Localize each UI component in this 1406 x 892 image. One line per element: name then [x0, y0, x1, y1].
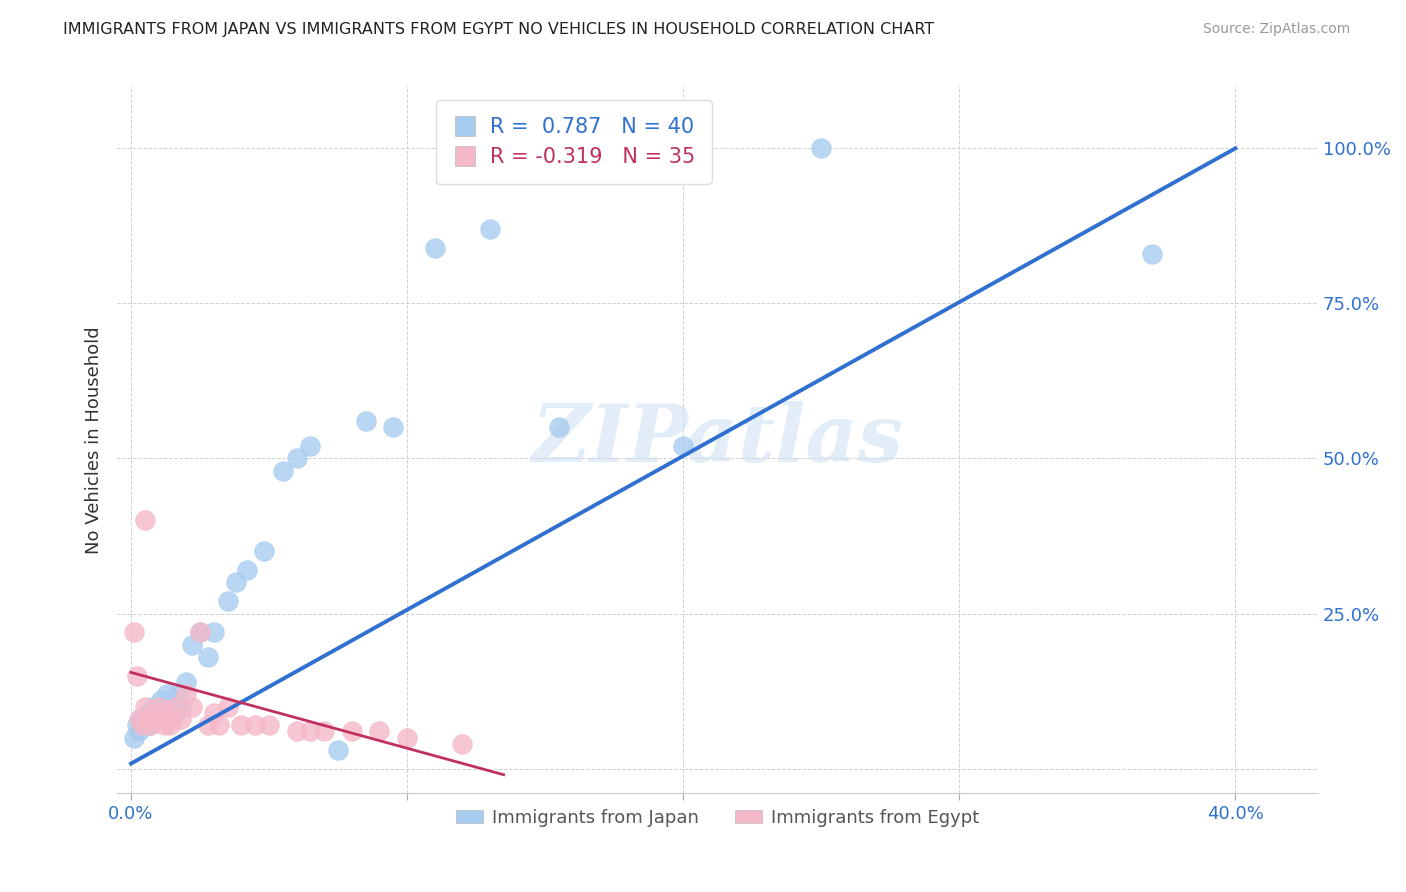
Point: [153, 712, 176, 726]
Point: [128, 712, 150, 726]
Point: [142, 699, 165, 714]
Point: [134, 513, 156, 527]
Point: [139, 718, 162, 732]
Point: [131, 718, 153, 732]
Point: [208, 718, 231, 732]
Point: [180, 638, 202, 652]
Point: [156, 706, 179, 720]
Point: [125, 668, 148, 682]
Point: [354, 414, 377, 428]
Point: [314, 724, 336, 739]
Point: [548, 420, 571, 434]
Point: [252, 544, 274, 558]
Point: [197, 649, 219, 664]
Point: [1142, 247, 1164, 261]
Point: [156, 687, 179, 701]
Point: [340, 724, 363, 739]
Point: [188, 625, 211, 640]
Point: [236, 563, 259, 577]
Point: [197, 718, 219, 732]
Point: [139, 718, 162, 732]
Point: [285, 451, 308, 466]
Point: [225, 575, 247, 590]
Point: [136, 706, 159, 720]
Y-axis label: No Vehicles in Household: No Vehicles in Household: [86, 326, 103, 554]
Text: IMMIGRANTS FROM JAPAN VS IMMIGRANTS FROM EGYPT NO VEHICLES IN HOUSEHOLD CORRELAT: IMMIGRANTS FROM JAPAN VS IMMIGRANTS FROM…: [63, 22, 935, 37]
Point: [326, 743, 349, 757]
Point: [145, 712, 167, 726]
Point: [396, 731, 419, 745]
Point: [122, 625, 145, 640]
Point: [122, 731, 145, 745]
Point: [170, 712, 193, 726]
Point: [162, 699, 184, 714]
Point: [202, 706, 225, 720]
Point: [382, 420, 405, 434]
Point: [150, 693, 173, 707]
Point: [167, 687, 190, 701]
Point: [150, 712, 173, 726]
Point: [148, 699, 170, 714]
Point: [165, 706, 187, 720]
Point: [188, 625, 211, 640]
Point: [170, 699, 193, 714]
Point: [165, 699, 187, 714]
Point: [134, 712, 156, 726]
Point: [299, 439, 322, 453]
Point: [128, 724, 150, 739]
Point: [159, 706, 181, 720]
Point: [257, 718, 280, 732]
Point: [134, 699, 156, 714]
Point: [368, 724, 391, 739]
Point: [148, 699, 170, 714]
Point: [131, 712, 153, 726]
Point: [142, 706, 165, 720]
Point: [217, 594, 239, 608]
Point: [299, 724, 322, 739]
Point: [174, 674, 197, 689]
Point: [245, 718, 267, 732]
Legend: Immigrants from Japan, Immigrants from Egypt: Immigrants from Japan, Immigrants from E…: [449, 801, 987, 834]
Point: [478, 222, 501, 236]
Text: Source: ZipAtlas.com: Source: ZipAtlas.com: [1202, 22, 1350, 37]
Point: [145, 712, 167, 726]
Point: [810, 141, 832, 155]
Point: [148, 706, 170, 720]
Point: [136, 712, 159, 726]
Point: [271, 464, 294, 478]
Point: [672, 439, 695, 453]
Point: [180, 699, 202, 714]
Point: [231, 718, 253, 732]
Point: [423, 241, 446, 255]
Point: [162, 712, 184, 726]
Point: [202, 625, 225, 640]
Point: [285, 724, 308, 739]
Point: [174, 687, 197, 701]
Point: [153, 718, 176, 732]
Point: [125, 718, 148, 732]
Point: [451, 737, 474, 751]
Point: [217, 699, 239, 714]
Point: [159, 718, 181, 732]
Text: ZIPatlas: ZIPatlas: [531, 401, 904, 479]
